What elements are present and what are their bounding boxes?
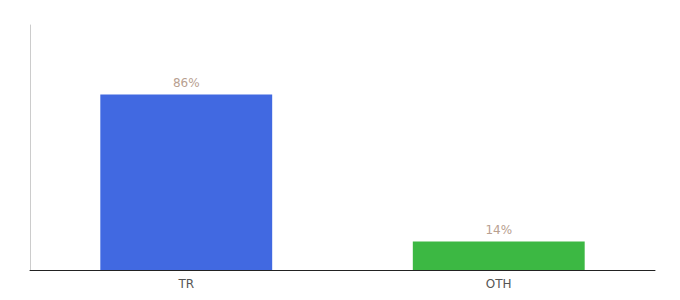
svg-text:86%: 86% [173, 76, 200, 90]
svg-text:TR: TR [177, 277, 194, 291]
svg-text:14%: 14% [485, 223, 512, 237]
svg-text:OTH: OTH [486, 277, 512, 291]
